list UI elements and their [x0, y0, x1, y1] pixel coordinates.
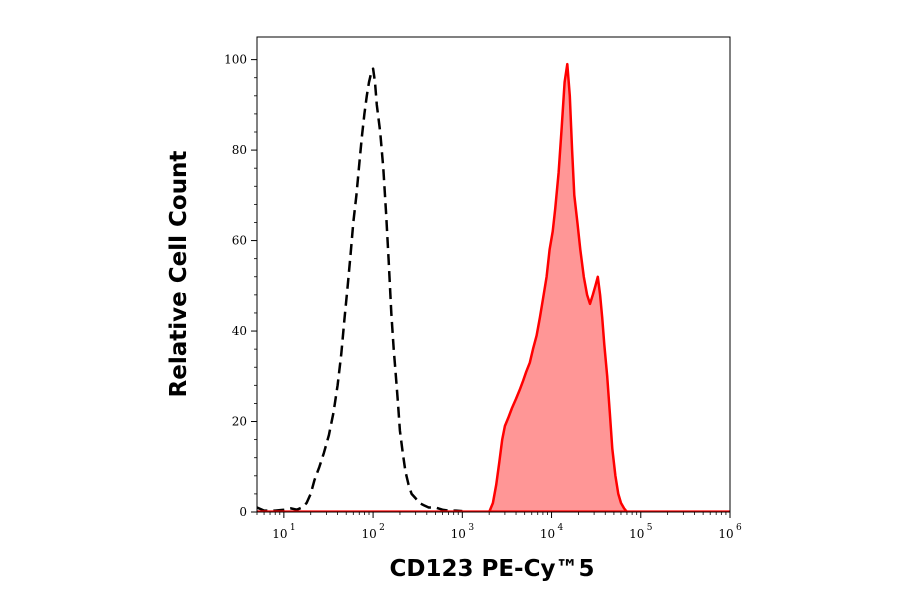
plot-area	[256, 62, 730, 513]
x-tick-label: 10	[272, 527, 287, 541]
y-axis-title: Relative Cell Count	[166, 151, 192, 398]
y-tick-label: 80	[232, 143, 247, 157]
plot-frame	[256, 36, 731, 513]
y-tick-label: 20	[232, 415, 247, 429]
y-tick-label: 60	[232, 234, 247, 248]
x-tick-exponent: 5	[647, 523, 653, 533]
x-tick-label: 10	[540, 527, 555, 541]
x-tick-exponent: 6	[736, 523, 742, 533]
y-tick-label: 100	[224, 53, 247, 67]
x-tick-exponent: 3	[468, 523, 474, 533]
x-tick-exponent: 2	[379, 523, 385, 533]
x-tick-exponent: 1	[290, 523, 296, 533]
black-dashed-histogram	[256, 67, 463, 513]
x-tick-label: 10	[718, 527, 733, 541]
x-axis-title: CD123 PE-Cy™5	[390, 556, 595, 582]
red-histogram-line	[488, 62, 628, 513]
y-tick-label: 0	[239, 505, 247, 519]
red-histogram-fill	[489, 64, 627, 512]
x-tick-exponent: 4	[558, 523, 564, 533]
x-tick-label: 10	[361, 527, 376, 541]
x-tick-label: 10	[451, 527, 466, 541]
x-tick-label: 10	[629, 527, 644, 541]
y-tick-label: 40	[232, 324, 247, 338]
